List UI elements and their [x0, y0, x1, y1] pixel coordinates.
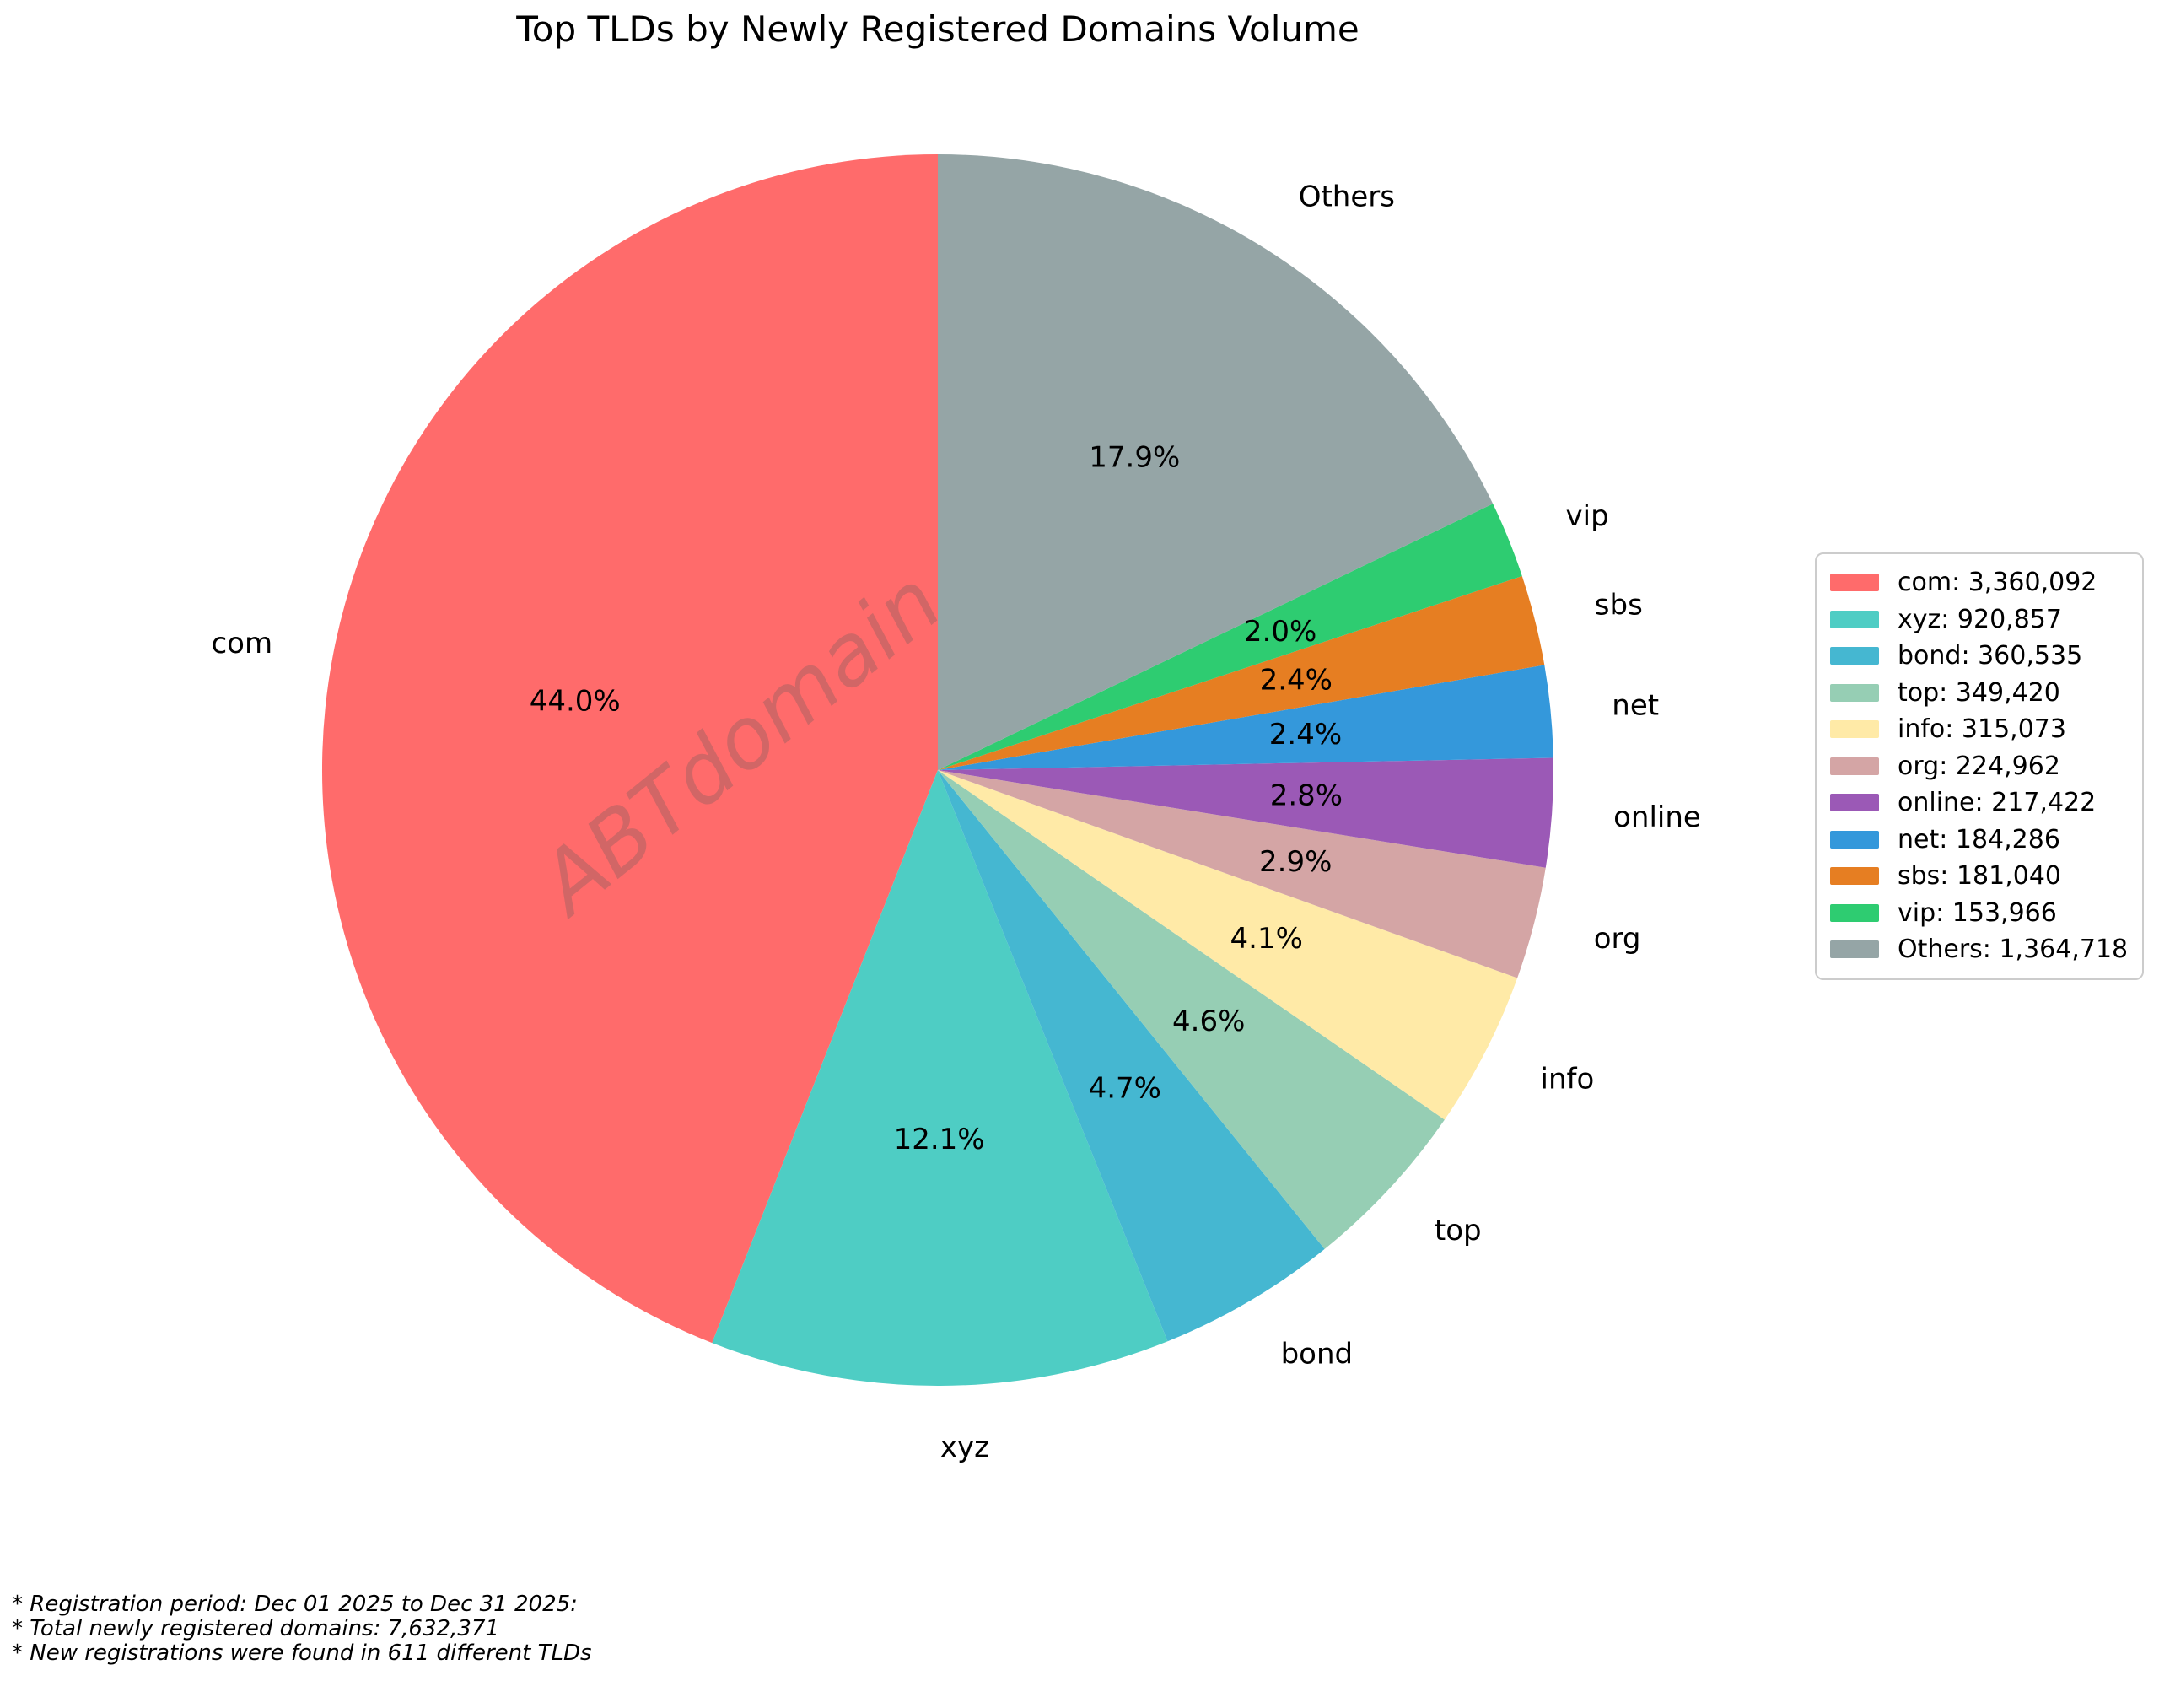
legend-item-Others: Others: 1,364,718 — [1830, 931, 2129, 968]
legend-swatch-online — [1830, 794, 1879, 812]
pie-slice-net — [938, 665, 1553, 770]
pie-slice-org — [938, 770, 1546, 978]
legend-item-online: online: 217,422 — [1830, 784, 2129, 822]
pie-slice-xyz — [712, 770, 1168, 1387]
pie-slice-sbs — [938, 575, 1545, 770]
footnotes: * Registration period: Dec 01 2025 to De… — [12, 1592, 592, 1666]
legend-swatch-info — [1830, 720, 1879, 739]
legend-swatch-xyz — [1830, 610, 1879, 628]
legend-label-xyz: xyz: 920,857 — [1898, 604, 2062, 634]
legend-item-net: net: 184,286 — [1830, 822, 2129, 859]
legend-swatch-top — [1830, 683, 1879, 702]
legend-item-top: top: 349,420 — [1830, 675, 2129, 712]
footnote-registration-period: * Registration period: Dec 01 2025 to De… — [12, 1592, 578, 1617]
legend-label-top: top: 349,420 — [1898, 677, 2060, 708]
slice-label-bond: bond — [1281, 1337, 1354, 1371]
legend-label-bond: bond: 360,535 — [1898, 641, 2083, 671]
pct-label-org: 2.9% — [1259, 845, 1332, 879]
legend-label-Others: Others: 1,364,718 — [1898, 935, 2129, 965]
legend-label-com: com: 3,360,092 — [1898, 568, 2097, 598]
legend-label-online: online: 217,422 — [1898, 788, 2097, 818]
pie-slice-Others — [938, 154, 1494, 770]
legend-item-vip: vip: 153,966 — [1830, 895, 2129, 932]
slice-label-net: net — [1612, 688, 1659, 722]
pie-slice-info — [938, 770, 1518, 1120]
legend-label-sbs: sbs: 181,040 — [1898, 861, 2062, 892]
footnote-total-domains: * Total newly registered domains: 7,632,… — [12, 1616, 499, 1641]
pie-slice-top — [938, 770, 1445, 1249]
legend-swatch-com — [1830, 574, 1879, 592]
chart-title: Top TLDs by Newly Registered Domains Vol… — [516, 8, 1359, 50]
pie-slice-com — [321, 154, 939, 1344]
legend-item-org: org: 224,962 — [1830, 748, 2129, 785]
legend-label-vip: vip: 153,966 — [1898, 897, 2057, 928]
legend-item-bond: bond: 360,535 — [1830, 638, 2129, 675]
slice-label-sbs: sbs — [1595, 588, 1643, 622]
legend-swatch-vip — [1830, 903, 1879, 922]
pie-slice-bond — [938, 770, 1325, 1342]
slice-label-org: org — [1594, 922, 1641, 956]
footnote-tld-count: * New registrations were found in 611 di… — [12, 1641, 592, 1666]
legend-label-info: info: 315,073 — [1898, 714, 2066, 745]
pct-label-Others: 17.9% — [1089, 440, 1180, 474]
legend-swatch-Others — [1830, 940, 1879, 959]
legend-label-org: org: 224,962 — [1898, 751, 2060, 781]
slice-label-xyz: xyz — [940, 1431, 989, 1464]
slice-label-Others: Others — [1299, 180, 1395, 213]
slice-label-vip: vip — [1566, 499, 1609, 533]
legend-label-net: net: 184,286 — [1898, 824, 2060, 854]
pct-label-vip: 2.0% — [1244, 615, 1316, 649]
legend-item-com: com: 3,360,092 — [1830, 564, 2129, 601]
legend-item-info: info: 315,073 — [1830, 711, 2129, 748]
pie-slice-vip — [938, 504, 1522, 770]
pct-label-sbs: 2.4% — [1260, 663, 1333, 697]
slice-label-top: top — [1435, 1214, 1482, 1247]
slice-label-info: info — [1541, 1063, 1595, 1096]
legend-swatch-org — [1830, 757, 1879, 775]
legend-swatch-net — [1830, 830, 1879, 849]
pie-slice-online — [938, 757, 1554, 868]
legend-item-xyz: xyz: 920,857 — [1830, 601, 2129, 638]
pct-label-top: 4.6% — [1172, 1005, 1245, 1038]
slice-label-com: com — [211, 627, 272, 660]
pct-label-com: 44.0% — [530, 684, 621, 718]
pct-label-bond: 4.7% — [1089, 1072, 1161, 1106]
pct-label-net: 2.4% — [1269, 718, 1342, 752]
pct-label-xyz: 12.1% — [894, 1123, 985, 1156]
pct-label-online: 2.8% — [1270, 779, 1343, 813]
legend: com: 3,360,092 xyz: 920,857 bond: 360,535 t… — [1815, 552, 2144, 980]
legend-swatch-sbs — [1830, 867, 1879, 886]
legend-swatch-bond — [1830, 647, 1879, 665]
pct-label-info: 4.1% — [1230, 922, 1303, 956]
legend-item-sbs: sbs: 181,040 — [1830, 858, 2129, 895]
slice-label-online: online — [1613, 800, 1701, 834]
